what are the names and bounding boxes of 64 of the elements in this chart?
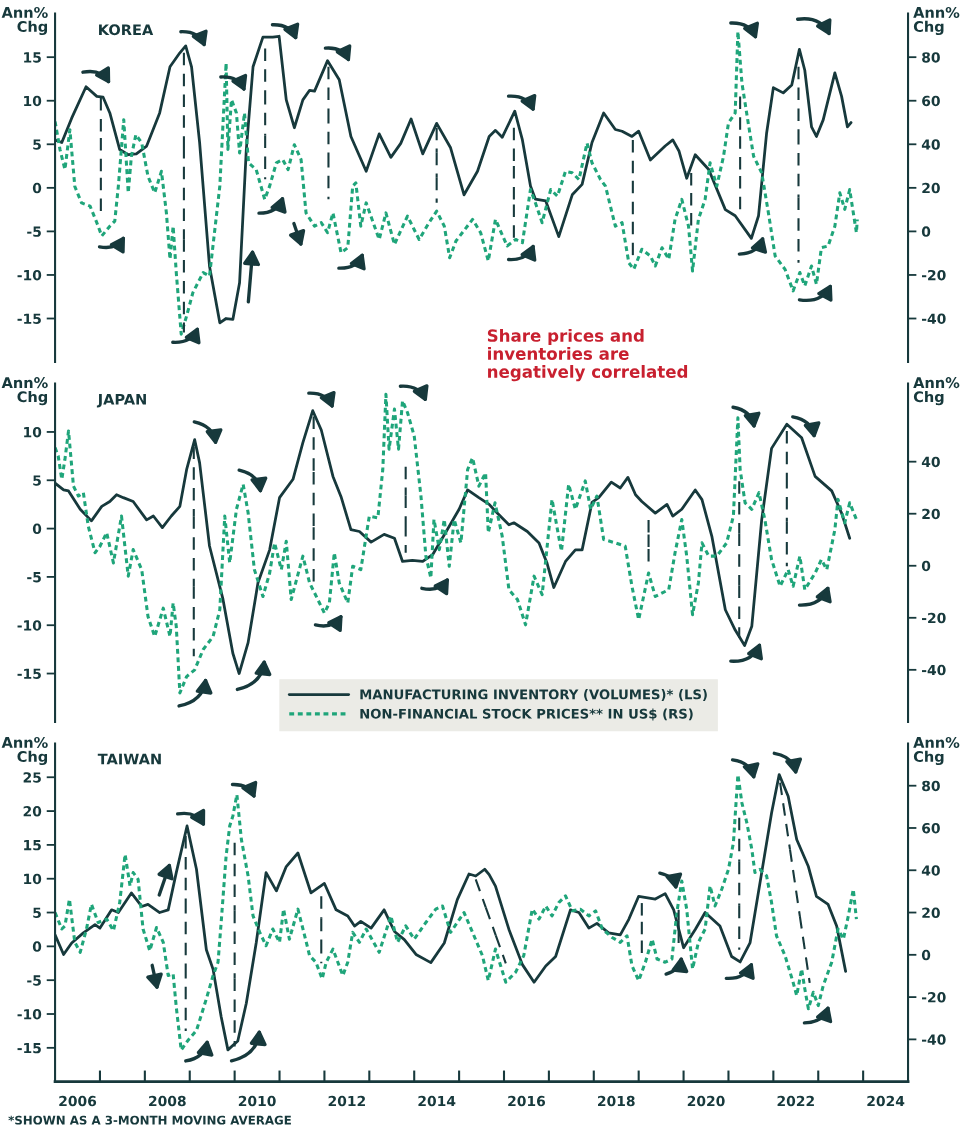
y2-tick-label: -40 bbox=[921, 313, 946, 324]
y-tick-label: 15 bbox=[24, 52, 41, 63]
y-tick-label: -5 bbox=[27, 975, 41, 986]
x-tick-label: 2024 bbox=[867, 1095, 905, 1107]
y2-tick-label: 40 bbox=[921, 456, 940, 468]
legend-label: NON-FINANCIAL STOCK PRICES** IN US$ (RS) bbox=[360, 708, 693, 721]
y-tick-label: 5 bbox=[33, 475, 41, 486]
y-axis-title: Ann% Chg bbox=[1, 736, 48, 765]
x-tick-label: 2022 bbox=[777, 1095, 814, 1107]
y2-tick-label: -20 bbox=[921, 612, 946, 624]
y-tick-label: -15 bbox=[17, 668, 41, 680]
y-tick-label: 5 bbox=[33, 139, 41, 150]
y2-axis-title: Ann% Chg bbox=[913, 6, 960, 35]
y-tick-label: 25 bbox=[23, 772, 41, 783]
x-tick-label: 2012 bbox=[328, 1095, 365, 1107]
x-tick-label: 2010 bbox=[238, 1095, 276, 1107]
y2-tick-label: -20 bbox=[921, 269, 946, 281]
y2-tick-label: 40 bbox=[921, 139, 940, 150]
y2-tick-label: 0 bbox=[921, 949, 931, 961]
y2-tick-label: 40 bbox=[921, 865, 940, 876]
y-tick-label: -10 bbox=[17, 269, 42, 281]
y-tick-label: -5 bbox=[27, 226, 41, 237]
y-axis-title: Ann% Chg bbox=[1, 377, 48, 406]
y2-tick-label: -20 bbox=[921, 992, 946, 1003]
text: JAPAN bbox=[96, 393, 146, 408]
y-tick-label: 0 bbox=[32, 523, 42, 535]
y2-axis-title: Ann% Chg bbox=[913, 377, 960, 406]
text: *SHOWN AS A 3-MONTH MOVING AVERAGE bbox=[8, 1115, 291, 1125]
y2-tick-label: 80 bbox=[922, 52, 940, 63]
x-tick-label: 2018 bbox=[598, 1095, 635, 1107]
y-tick-label: 10 bbox=[24, 426, 42, 438]
text: KOREA bbox=[99, 24, 154, 36]
legend-label: MANUFACTURING INVENTORY (VOLUMES)* (LS) bbox=[360, 689, 707, 701]
x-tick-label: 2020 bbox=[687, 1095, 725, 1107]
y2-tick-label: 20 bbox=[922, 508, 940, 520]
y-tick-label: 0 bbox=[32, 182, 42, 194]
y-tick-label: 20 bbox=[23, 806, 42, 817]
y2-tick-label: -40 bbox=[921, 664, 946, 676]
y2-tick-label: 60 bbox=[922, 95, 940, 107]
y-tick-label: -10 bbox=[17, 1008, 42, 1020]
x-tick-label: 2016 bbox=[508, 1095, 546, 1107]
y2-tick-label: 20 bbox=[922, 182, 940, 194]
y-tick-label: 10 bbox=[24, 873, 42, 885]
y2-tick-label: 60 bbox=[922, 822, 940, 834]
y2-axis-title: Ann% Chg bbox=[913, 736, 960, 765]
text: TAIWAN bbox=[97, 753, 161, 765]
x-tick-label: 2006 bbox=[59, 1095, 97, 1107]
y2-tick-label: 80 bbox=[922, 780, 940, 792]
y-tick-label: 15 bbox=[24, 840, 41, 851]
x-tick-label: 2014 bbox=[418, 1095, 456, 1107]
y2-tick-label: 20 bbox=[922, 907, 940, 919]
x-tick-label: 2008 bbox=[149, 1095, 186, 1107]
y-tick-label: -15 bbox=[17, 1042, 41, 1054]
y-tick-label: -5 bbox=[27, 572, 41, 583]
y2-tick-label: 0 bbox=[921, 560, 931, 572]
y-tick-label: 0 bbox=[32, 941, 42, 952]
y-tick-label: 10 bbox=[24, 95, 42, 107]
y-axis-title: Ann% Chg bbox=[1, 6, 48, 35]
y2-tick-label: 0 bbox=[921, 226, 931, 237]
y2-tick-label: -40 bbox=[921, 1034, 946, 1045]
y-tick-label: -10 bbox=[17, 620, 42, 631]
y-tick-label: -15 bbox=[17, 313, 41, 324]
annotation: Share prices and inventories are negatively correlated bbox=[487, 328, 688, 382]
y-tick-label: 5 bbox=[33, 907, 41, 919]
